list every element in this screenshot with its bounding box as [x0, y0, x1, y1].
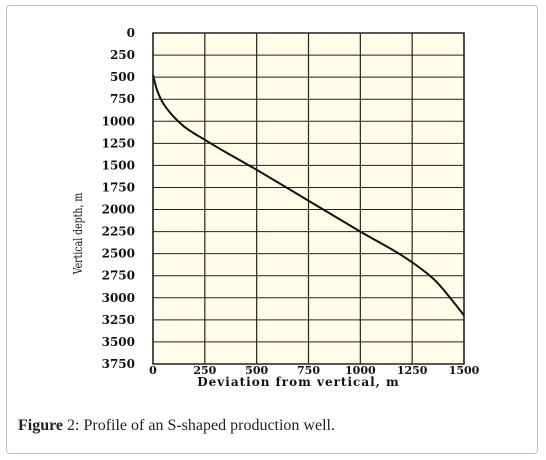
x-tick-label: 1500: [449, 364, 480, 377]
x-axis-title: Deviation from vertical, m: [197, 375, 399, 389]
x-tick-label: 500: [245, 364, 268, 377]
x-tick-label: 1250: [397, 364, 428, 377]
caption-text: : Profile of an S-shaped production well…: [75, 417, 335, 434]
x-tick-labels: 0 250 500 750 1000 1250 1500: [149, 364, 479, 377]
grid-lines: [152, 32, 465, 365]
y-tick-label: 500: [110, 70, 135, 84]
y-tick-label: 2750: [102, 269, 135, 283]
y-tick-labels: 0 250 500 750 1000 1250 1500 1750 2000 2250 2500 27…: [102, 26, 135, 371]
y-axis-title: Vertical depth, m: [71, 193, 85, 275]
y-tick-label: 1750: [102, 180, 135, 194]
x-tick-label: 750: [297, 364, 320, 377]
y-tick-label: 0: [127, 26, 135, 40]
y-tick-label: 1000: [102, 114, 135, 128]
x-tick-label: 0: [149, 364, 157, 377]
y-tick-label: 1250: [102, 136, 135, 150]
y-tick-label: 750: [110, 92, 135, 106]
y-tick-label: 3000: [102, 291, 135, 305]
y-tick-label: 1500: [102, 158, 135, 172]
x-tick-label: 1000: [345, 364, 376, 377]
figure-caption: Figure 2: Profile of an S-shaped product…: [18, 417, 335, 435]
y-tick-label: 2250: [102, 225, 135, 239]
y-tick-label: 250: [110, 48, 135, 62]
y-tick-label: 3500: [102, 335, 135, 349]
y-tick-label: 3750: [102, 357, 135, 371]
y-tick-label: 3250: [102, 313, 135, 327]
y-tick-label: 2500: [102, 247, 135, 261]
well-profile-chart: 0250500750100012501500175020002250250027…: [71, 26, 480, 389]
well-trajectory-line: [152, 74, 465, 317]
caption-label: Figure: [18, 417, 64, 434]
caption-number: 2: [67, 417, 76, 434]
y-tick-label: 2000: [102, 203, 135, 217]
x-tick-label: 250: [193, 364, 216, 377]
